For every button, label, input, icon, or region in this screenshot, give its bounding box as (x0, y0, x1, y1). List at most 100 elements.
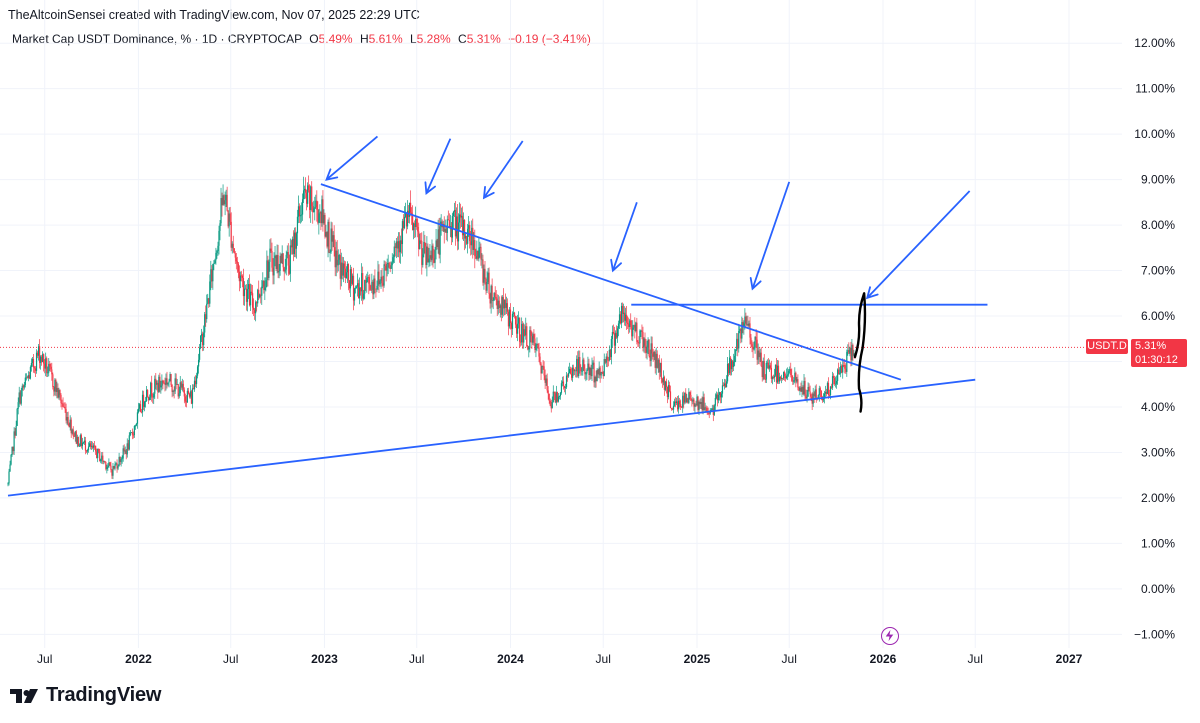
candle-body (481, 259, 483, 261)
candle-body (47, 372, 49, 374)
candle-body (469, 225, 471, 242)
candle-body (296, 216, 299, 234)
candle-body (342, 263, 344, 276)
candle-body (103, 461, 105, 462)
candle-body (825, 391, 828, 394)
candle-body (751, 344, 753, 347)
candle-body (79, 435, 81, 446)
candle-body (61, 403, 63, 404)
candle-body (140, 411, 143, 413)
candle-body (605, 356, 607, 363)
candle-body (385, 265, 387, 271)
candle-body (235, 257, 237, 262)
candle-body (721, 385, 724, 394)
candle-body (838, 369, 840, 375)
candle-body (793, 380, 795, 382)
candle-body (787, 374, 789, 376)
lightning-bolt-icon[interactable] (881, 627, 899, 645)
candle-body (288, 265, 290, 274)
candle-body (640, 330, 642, 332)
candle-body (765, 363, 767, 380)
candle-body (157, 382, 159, 392)
candle-body (822, 398, 824, 401)
candle-body (233, 248, 235, 254)
y-tick-label: 4.00% (1141, 400, 1175, 414)
arrow-drawings[interactable] (325, 135, 971, 300)
candle-body (387, 263, 389, 264)
candle-body (351, 275, 354, 284)
y-tick-label: 0.00% (1141, 582, 1175, 596)
candle-body (744, 316, 746, 324)
candle-body (658, 359, 660, 373)
candle-body (683, 395, 685, 403)
candle-body (20, 390, 22, 404)
freehand-drawing[interactable] (853, 292, 867, 413)
trendline-drawings[interactable] (7, 183, 988, 497)
candle-body (565, 375, 568, 388)
candle-body (723, 383, 726, 386)
candle-body (194, 380, 197, 385)
candle-body (699, 401, 701, 405)
candle-body (497, 300, 499, 309)
candle-body (379, 280, 381, 285)
candle-body (724, 383, 727, 388)
candle-body (596, 369, 598, 382)
candle-body (303, 188, 306, 191)
candle-body (22, 385, 24, 388)
tradingview-brand[interactable]: TradingView (10, 684, 161, 707)
candle-body (298, 206, 301, 217)
candle-body (703, 397, 705, 410)
candle-body (243, 288, 246, 297)
candle-body (626, 314, 628, 323)
candle-body (341, 262, 343, 276)
candle-body (81, 442, 84, 447)
candle-body (402, 221, 405, 229)
y-tick-label: −1.00% (1134, 627, 1175, 641)
open-key: O (309, 32, 319, 46)
candle-body (72, 429, 74, 437)
candle-body (50, 366, 52, 370)
candle-body (179, 382, 181, 394)
candle-body (37, 346, 40, 356)
candle-body (493, 292, 495, 301)
candle-body (613, 333, 616, 346)
candle-body (574, 370, 576, 372)
candle-body (451, 216, 453, 238)
candle-body (188, 393, 191, 397)
candle-body (783, 372, 785, 379)
candle-body (456, 216, 459, 242)
candle-body (842, 365, 844, 373)
candle-body (63, 406, 65, 408)
last-price-value: 5.31% (1135, 340, 1167, 352)
candle-body (491, 285, 493, 301)
candle-body (501, 297, 503, 315)
candle-body (259, 294, 261, 298)
chart-grid (0, 0, 1122, 648)
candle-body (736, 338, 738, 350)
candle-body (600, 371, 602, 376)
candle-body (21, 385, 23, 391)
candle-body (166, 378, 168, 385)
candle-body (508, 309, 511, 327)
candle-body (559, 392, 562, 397)
price-axis[interactable]: 12.00% 11.00% 10.00% 9.00% 8.00% 7.00% 6.00% 5.… (1134, 36, 1175, 641)
candle-body (277, 255, 279, 273)
candle-body (540, 363, 542, 374)
candle-body (730, 357, 732, 370)
symbol-name[interactable]: Market Cap USDT Dominance, % · 1D · CRYP… (12, 32, 302, 46)
candle-body (694, 404, 696, 407)
candle-body (94, 445, 96, 447)
candlestick-series[interactable] (7, 175, 856, 487)
candle-body (673, 401, 676, 406)
candle-body (797, 379, 799, 388)
candle-body (609, 349, 611, 358)
candle-body (560, 383, 563, 393)
candle-body (625, 314, 627, 321)
time-axis[interactable]: Jul 2022 Jul 2023 Jul 2024 Jul 2025 Jul 2026 Jul 20… (37, 652, 1083, 666)
arrow-shaft (612, 202, 638, 271)
candle-body (71, 429, 73, 434)
candle-body (471, 227, 473, 246)
candle-body (286, 252, 288, 255)
candle-body (111, 469, 113, 476)
